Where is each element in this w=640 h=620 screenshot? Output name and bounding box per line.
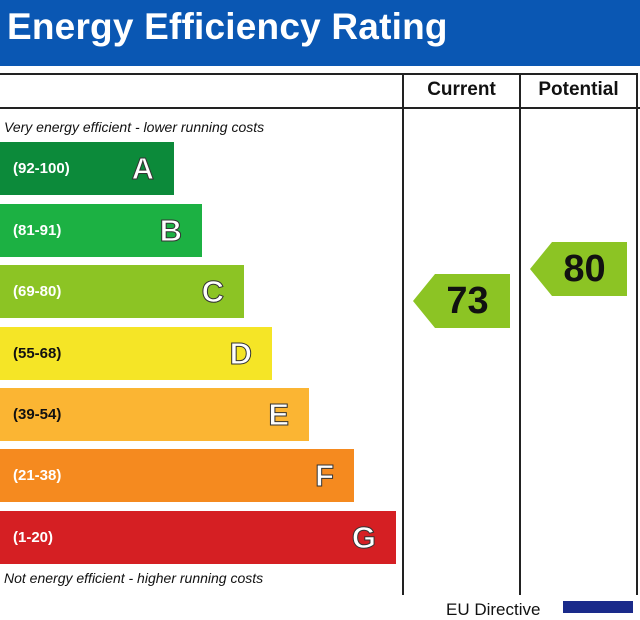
band-letter-label: C	[201, 274, 224, 310]
bottom-caption: Not energy efficient - higher running co…	[4, 570, 264, 586]
band-c: (69-80) C	[0, 265, 244, 318]
band-letter-label: E	[268, 397, 290, 433]
current-rating-arrow: 73	[413, 274, 510, 328]
band-range-label: (39-54)	[13, 406, 62, 423]
current-arrow-shape	[413, 274, 510, 328]
band-letter-label: D	[229, 336, 252, 372]
header-row-divider	[0, 107, 640, 109]
band-a: (92-100) A	[0, 142, 174, 195]
current-rating-value: 73	[446, 280, 489, 322]
top-caption: Very energy efficient - lower running co…	[4, 119, 265, 135]
potential-arrow-shape	[530, 242, 627, 296]
band-letter-label: A	[131, 151, 154, 187]
eu-flag-icon	[563, 601, 633, 613]
potential-rating-arrow: 80	[530, 242, 627, 296]
band-range-label: (21-38)	[13, 467, 62, 484]
rating-table-frame	[0, 73, 638, 595]
title-bar: Energy Efficiency Rating	[0, 0, 640, 66]
band-range-label: (81-91)	[13, 222, 62, 239]
band-range-label: (69-80)	[13, 283, 62, 300]
band-d: (55-68) D	[0, 327, 272, 380]
band-letter-label: F	[315, 458, 335, 494]
band-range-label: (92-100)	[13, 160, 70, 177]
potential-column-header: Potential	[538, 79, 619, 100]
band-b: (81-91) B	[0, 204, 202, 257]
current-column-header: Current	[427, 79, 496, 100]
band-f: (21-38) F	[0, 449, 354, 502]
band-range-label: (1-20)	[13, 529, 54, 546]
band-e: (39-54) E	[0, 388, 309, 441]
eu-directive-label: EU Directive	[446, 600, 541, 619]
chart-title: Energy Efficiency Rating	[7, 6, 448, 47]
potential-rating-value: 80	[563, 248, 606, 290]
potential-column-divider	[519, 73, 521, 595]
band-range-label: (55-68)	[13, 345, 62, 362]
current-column-divider	[402, 73, 404, 595]
band-letter-label: B	[159, 213, 182, 249]
band-g: (1-20) G	[0, 511, 396, 564]
band-letter-label: G	[351, 520, 376, 556]
